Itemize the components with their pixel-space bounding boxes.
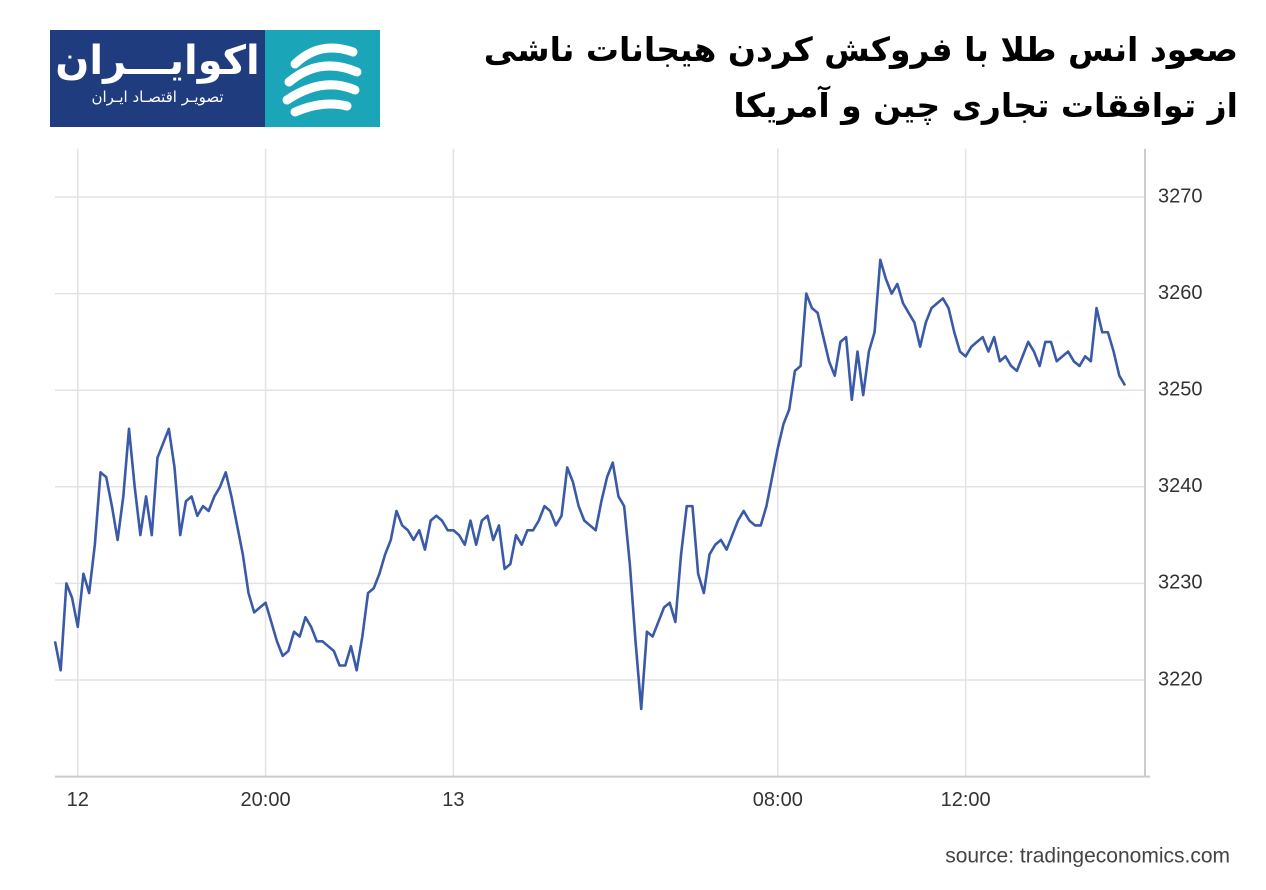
source: source: tradingeconomics.com: [945, 845, 1230, 868]
logo-icon: [265, 30, 380, 127]
x-tick-label: 08:00: [753, 789, 803, 811]
x-tick-label: 13: [442, 789, 464, 811]
logo-tagline: تصویـر اقتصـاد ایـران: [91, 88, 224, 106]
logo: اکوایـــران تصویـر اقتصـاد ایـران: [50, 30, 380, 127]
price-line: [53, 258, 1127, 711]
chart-title: صعود انس طلا با فروکش کردن هیجانات ناشی …: [484, 22, 1238, 134]
y-tick-label: 3250: [1158, 378, 1203, 400]
x-tick-label: 12: [67, 789, 89, 811]
x-tick-label: 20:00: [241, 789, 291, 811]
logo-swirl: [282, 43, 362, 117]
y-tick-label: 3260: [1158, 282, 1203, 304]
y-tick-label: 3230: [1158, 572, 1203, 594]
logo-name: اکوایـــران: [55, 38, 260, 84]
y-tick-label: 3220: [1158, 668, 1203, 690]
y-tick-label: 3240: [1158, 475, 1203, 497]
x-tick-label: 12:00: [941, 789, 991, 811]
title-line: از توافقات تجاری چین و آمریکا: [733, 86, 1238, 125]
y-tick-label: 3270: [1158, 185, 1203, 207]
title-line: صعود انس طلا با فروکش کردن هیجانات ناشی: [483, 30, 1238, 69]
logo-panel: اکوایـــران تصویـر اقتصـاد ایـران: [50, 30, 265, 127]
